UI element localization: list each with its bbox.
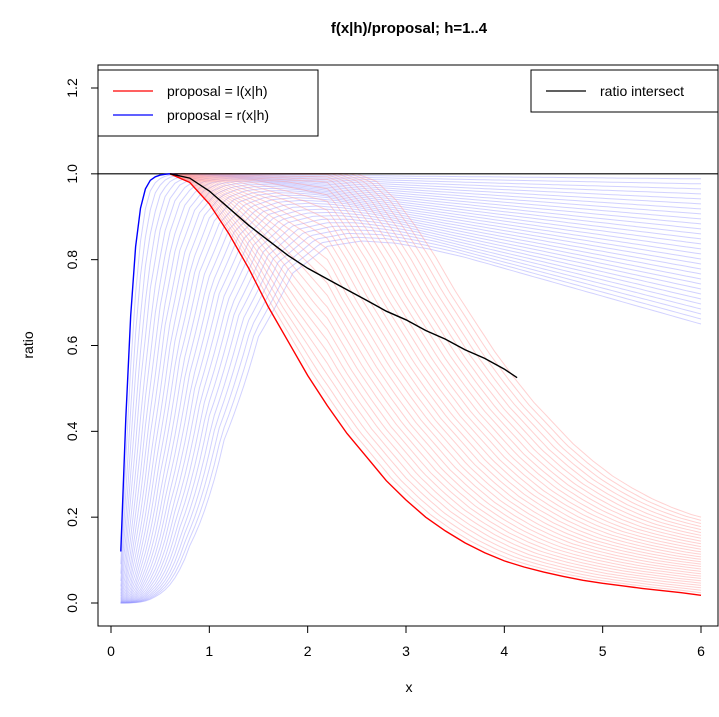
r-family-curve <box>120 176 702 594</box>
x-tick-label: 6 <box>697 643 705 659</box>
legend-r-label: proposal = r(x|h) <box>167 107 269 123</box>
r-family-curve <box>120 183 702 601</box>
legend-left-box <box>97 69 319 137</box>
chart-title: f(x|h)/proposal; h=1..4 <box>331 20 488 37</box>
y-tick-label: 0.8 <box>64 250 80 270</box>
l-family-curve <box>169 173 702 582</box>
r-family-curve <box>120 180 702 600</box>
main-series <box>120 173 702 596</box>
r-family-curve <box>120 192 702 603</box>
y-tick-label: 0.2 <box>64 507 80 527</box>
r-family-curve <box>120 202 702 604</box>
l-family-curve <box>169 173 702 586</box>
l-family-curve <box>169 173 702 577</box>
y-tick-label: 1.2 <box>64 78 80 98</box>
r-family-curve <box>120 229 702 604</box>
l-family-curve <box>169 173 702 579</box>
intersect-series-line <box>169 173 518 379</box>
l-family-curve <box>169 173 702 548</box>
x-tick-label: 5 <box>599 643 607 659</box>
r-family-curve <box>120 174 702 587</box>
y-tick-label: 0.6 <box>64 336 80 356</box>
r-family-curve <box>120 233 702 604</box>
legend-l-label: proposal = l(x|h) <box>167 83 268 99</box>
l-family-curve <box>169 173 702 560</box>
l-family-curve <box>169 173 702 565</box>
y-axis: 0.0 0.2 0.4 0.6 0.8 1.0 1.2 <box>64 78 99 613</box>
l-family-curve <box>169 173 702 589</box>
r-family-curve <box>120 236 702 604</box>
l-family-curve <box>169 173 702 591</box>
l-family-curve <box>169 173 702 572</box>
r-family-curve <box>120 240 702 604</box>
r-family-curve <box>120 211 702 604</box>
l-family-curve <box>169 173 702 594</box>
r-family-curve <box>120 222 702 604</box>
y-axis-label: ratio <box>20 331 36 358</box>
l-family-curve <box>169 173 702 550</box>
l-family-curve <box>169 173 702 536</box>
legend-intersect-label: ratio intersect <box>600 83 684 99</box>
l-family-curve <box>169 173 702 553</box>
r-family-curve <box>120 179 702 598</box>
legend-right: ratio intersect <box>530 69 719 113</box>
y-tick-label: 0.4 <box>64 421 80 441</box>
r-family-curve <box>120 182 702 601</box>
l-series-line <box>169 173 702 596</box>
x-tick-label: 4 <box>500 643 508 659</box>
r-family-curve <box>120 173 701 574</box>
r-family-curve <box>120 177 702 597</box>
l-family-curve <box>169 173 702 558</box>
l-family-curve <box>169 173 702 584</box>
l-family-curve <box>169 173 702 545</box>
x-axis: 0 1 2 3 4 5 6 <box>107 625 705 659</box>
x-tick-label: 0 <box>107 643 115 659</box>
r-family-curve <box>120 197 702 604</box>
r-family-curve <box>120 194 702 603</box>
r-family-curve <box>120 218 702 604</box>
r-family-curve <box>120 188 702 603</box>
l-family-curve <box>169 173 702 563</box>
x-tick-label: 1 <box>205 643 213 659</box>
r-family-curve <box>120 205 702 604</box>
x-tick-label: 3 <box>402 643 410 659</box>
legend-left: proposal = l(x|h) proposal = r(x|h) <box>97 69 319 137</box>
r-family-curve <box>120 175 702 591</box>
y-tick-label: 1.0 <box>64 164 80 184</box>
r-family-curve <box>120 199 702 604</box>
l-family-curve <box>169 173 702 567</box>
r-family-curve <box>120 208 702 604</box>
x-axis-label: x <box>406 679 413 695</box>
r-family-curves <box>120 173 702 604</box>
l-family-curve <box>169 173 702 539</box>
l-family-curve <box>169 173 702 542</box>
l-family-curve <box>169 173 702 570</box>
r-family-curve <box>120 215 702 604</box>
y-tick-label: 0.0 <box>64 593 80 613</box>
r-family-curve <box>120 174 702 581</box>
x-tick-label: 2 <box>304 643 312 659</box>
r-family-curve <box>120 225 702 604</box>
r-family-curve <box>120 185 702 602</box>
l-family-curve <box>169 173 702 555</box>
l-family-curve <box>169 173 702 575</box>
